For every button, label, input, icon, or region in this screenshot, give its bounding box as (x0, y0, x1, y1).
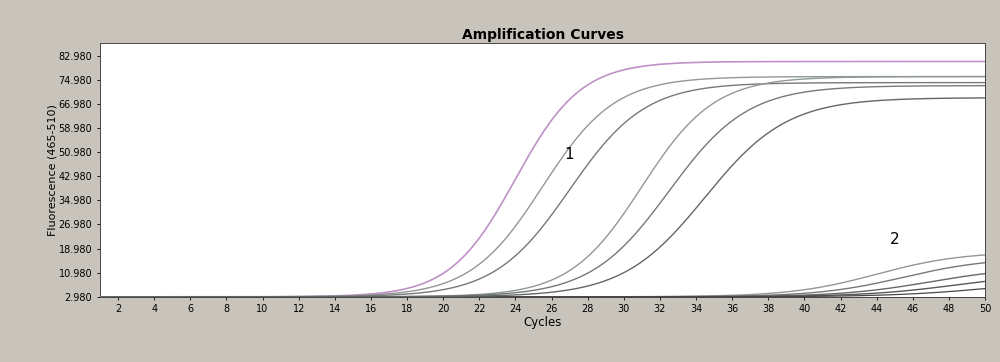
Y-axis label: Fluorescence (465-510): Fluorescence (465-510) (47, 104, 57, 236)
Text: 2: 2 (890, 232, 900, 247)
X-axis label: Cycles: Cycles (523, 316, 562, 329)
Title: Amplification Curves: Amplification Curves (462, 28, 624, 42)
Text: 1: 1 (565, 147, 574, 163)
